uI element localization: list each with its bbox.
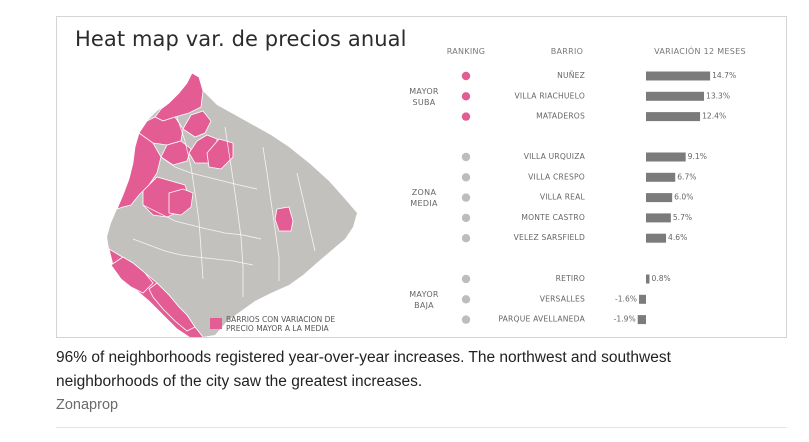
value-label: 12.4% bbox=[702, 112, 726, 121]
border-line bbox=[262, 146, 280, 281]
map-legend-line2: PRECIO MAYOR A LA MEDIA bbox=[226, 324, 329, 333]
value-bar bbox=[639, 294, 646, 304]
value-bar bbox=[646, 71, 711, 81]
value-bar bbox=[637, 315, 646, 325]
highlight-almagro bbox=[274, 206, 294, 232]
header-barrio: BARRIO bbox=[551, 47, 584, 56]
highlight-villa-devoto bbox=[168, 188, 194, 216]
value-bar bbox=[646, 172, 676, 182]
value-bar bbox=[646, 274, 650, 284]
ranking-dot bbox=[461, 152, 471, 162]
ranking-dot bbox=[461, 295, 471, 304]
border-line bbox=[160, 156, 258, 190]
group-label: BAJA bbox=[414, 301, 434, 310]
value-label: -1.9% bbox=[614, 315, 636, 324]
ranking-dot bbox=[461, 71, 471, 81]
ranking-dot bbox=[461, 213, 471, 223]
value-label: -1.6% bbox=[615, 294, 637, 303]
chart-title: Heat map var. de precios anual bbox=[75, 27, 407, 51]
rows-layer: MAYOR SUBA NUÑEZ 14.7% VILLA RIACHUELO 13.3% M… bbox=[409, 71, 736, 325]
value-bar bbox=[646, 213, 671, 223]
figure-caption: 96% of neighborhoods registered year-ove… bbox=[56, 349, 671, 390]
highlight-villa-riachuelo bbox=[148, 282, 196, 332]
border-line bbox=[224, 126, 244, 297]
value-label: 6.7% bbox=[677, 172, 696, 181]
value-label: 9.1% bbox=[688, 152, 707, 161]
value-label: 6.0% bbox=[674, 193, 693, 202]
map-legend-swatch bbox=[210, 318, 222, 329]
ranking-dot bbox=[461, 315, 471, 324]
figure-source: Zonaprop bbox=[56, 397, 119, 413]
group-label: MEDIA bbox=[410, 199, 438, 208]
header-variation: VARIACIÓN 12 MESES bbox=[654, 45, 746, 56]
highlight-agronomia bbox=[206, 138, 234, 170]
value-label: 4.6% bbox=[668, 233, 687, 242]
border-line bbox=[132, 238, 254, 266]
map-borders bbox=[132, 116, 316, 297]
heat-map: BARRIOS CON VARIACION DE PRECIO MAYOR A … bbox=[107, 72, 357, 337]
barrio-label: VILLA REAL bbox=[540, 193, 586, 202]
chart-card: Heat map var. de precios anual bbox=[56, 16, 787, 338]
value-bar bbox=[646, 193, 673, 203]
border-line bbox=[176, 116, 204, 280]
barrio-label: MATADEROS bbox=[536, 112, 585, 121]
ranking-dot bbox=[461, 193, 471, 202]
map-highlights bbox=[108, 72, 294, 337]
value-label: 0.8% bbox=[651, 274, 670, 283]
value-label: 14.7% bbox=[712, 71, 736, 80]
barrio-label: VILLA CRESPO bbox=[528, 172, 585, 181]
value-label: 13.3% bbox=[706, 91, 730, 100]
border-line bbox=[296, 172, 316, 252]
barrio-label: VILLA URQUIZA bbox=[524, 152, 586, 161]
barrio-label: RETIRO bbox=[556, 274, 585, 283]
value-bar bbox=[646, 112, 701, 122]
ranking-dot bbox=[461, 112, 471, 121]
barrio-label: VERSALLES bbox=[540, 294, 585, 303]
ranking-table: RANKING BARRIO VARIACIÓN 12 MESES MAYOR S… bbox=[409, 45, 746, 325]
barrio-label: VELEZ SARSFIELD bbox=[514, 233, 585, 242]
highlight-mataderos bbox=[110, 256, 154, 294]
ranking-dot bbox=[461, 274, 471, 284]
value-bar bbox=[646, 91, 704, 101]
value-bar bbox=[646, 233, 667, 243]
value-bar bbox=[646, 152, 686, 162]
group-label: SUBA bbox=[412, 98, 435, 107]
highlight-coghlan bbox=[182, 110, 212, 138]
group-label: ZONA bbox=[412, 188, 437, 197]
barrio-label: VILLA RIACHUELO bbox=[514, 91, 585, 100]
group-label: MAYOR bbox=[409, 87, 439, 96]
barrio-label: PARQUE AVELLANEDA bbox=[498, 315, 585, 324]
ranking-dot bbox=[461, 234, 471, 243]
ranking-dot bbox=[461, 173, 471, 182]
barrio-label: NUÑEZ bbox=[557, 71, 585, 80]
border-line bbox=[142, 204, 262, 240]
highlight-northwest bbox=[116, 132, 162, 210]
ranking-dot bbox=[461, 92, 471, 101]
group-label: MAYOR bbox=[409, 290, 439, 299]
header-ranking: RANKING bbox=[447, 47, 486, 56]
map-legend-line1: BARRIOS CON VARIACION DE bbox=[226, 315, 335, 324]
barrio-label: MONTE CASTRO bbox=[521, 213, 585, 222]
value-label: 5.7% bbox=[673, 213, 692, 222]
divider bbox=[56, 427, 787, 428]
